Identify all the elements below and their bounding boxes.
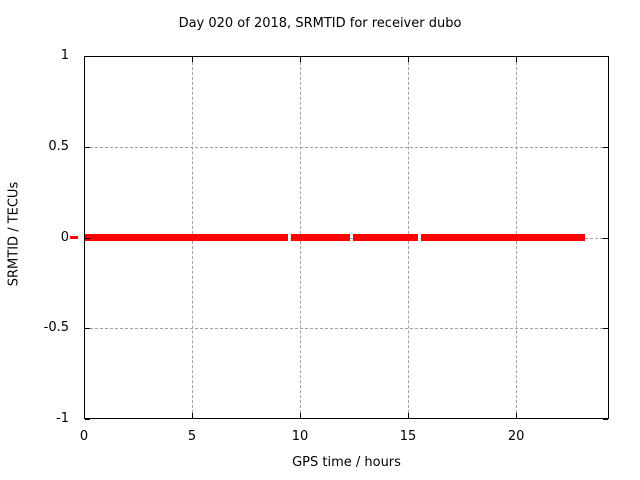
x-tick-top bbox=[192, 57, 194, 62]
red-dash-outside-left-axis bbox=[70, 236, 78, 239]
x-tick-bottom bbox=[408, 413, 410, 418]
srmtid-line-segment bbox=[290, 234, 351, 241]
x-tick-bottom bbox=[300, 413, 302, 418]
x-tick-label: 0 bbox=[79, 429, 89, 444]
y-tick-label: 0 bbox=[60, 229, 69, 245]
plot-area-border bbox=[84, 56, 609, 419]
y-tick-label: -1 bbox=[56, 411, 69, 426]
y-tick-left bbox=[85, 146, 90, 148]
x-tick-bottom bbox=[192, 413, 194, 418]
x-tick-label: 15 bbox=[399, 429, 417, 444]
y-gridline bbox=[85, 146, 608, 148]
y-tick-left bbox=[85, 328, 90, 330]
y-tick-left bbox=[85, 56, 90, 57]
x-tick-label: 20 bbox=[507, 429, 525, 444]
y-tick-label: 0.5 bbox=[48, 138, 69, 154]
x-axis-title: GPS time / hours bbox=[292, 455, 401, 470]
x-tick-top bbox=[516, 57, 518, 62]
srmtid-line-segment bbox=[352, 234, 419, 241]
y-tick-right bbox=[603, 237, 608, 239]
y-tick-label: 1 bbox=[60, 48, 69, 63]
y-gridline bbox=[85, 328, 608, 330]
x-tick-top bbox=[408, 57, 410, 62]
y-tick-right bbox=[603, 328, 608, 330]
y-tick-right bbox=[603, 146, 608, 148]
x-tick-bottom bbox=[84, 413, 85, 418]
y-tick-label: -0.5 bbox=[43, 320, 69, 336]
y-tick-left bbox=[85, 237, 90, 239]
x-tick-label: 5 bbox=[187, 429, 197, 444]
y-tick-right bbox=[603, 419, 608, 420]
x-tick-top bbox=[300, 57, 302, 62]
y-axis-title: SRMTID / TECUs bbox=[6, 181, 22, 287]
srmtid-line-segment bbox=[421, 234, 586, 241]
x-tick-top bbox=[84, 57, 85, 62]
x-tick-label: 10 bbox=[291, 429, 309, 444]
srmtid-line-segment bbox=[84, 234, 289, 241]
chart-title: Day 020 of 2018, SRMTID for receiver dub… bbox=[178, 16, 462, 31]
y-tick-right bbox=[603, 56, 608, 57]
x-tick-bottom bbox=[516, 413, 518, 418]
y-tick-left bbox=[85, 419, 90, 420]
